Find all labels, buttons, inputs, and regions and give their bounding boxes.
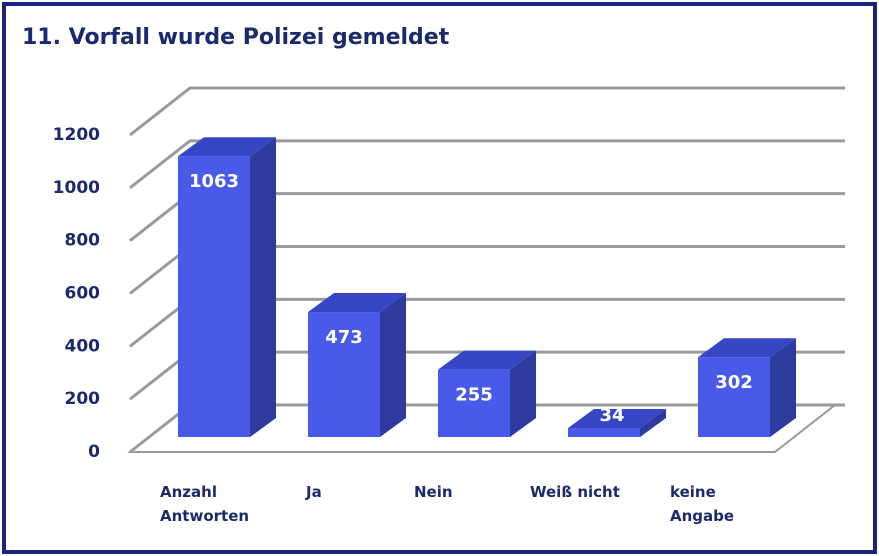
bar-side xyxy=(250,137,276,437)
value-label: 473 xyxy=(325,327,363,348)
bar xyxy=(698,357,770,437)
x-tick-label: Nein xyxy=(414,483,453,501)
bar-side xyxy=(380,293,406,437)
bar-top xyxy=(438,350,536,370)
bar-top xyxy=(698,338,796,358)
bar-top xyxy=(308,293,406,313)
bar-side xyxy=(640,409,666,437)
x-tick-label: Weiß nicht xyxy=(530,483,620,501)
y-tick-label: 1000 xyxy=(53,178,100,198)
y-tick-label: 200 xyxy=(65,389,101,409)
chart-title: 11. Vorfall wurde Polizei gemeldet xyxy=(22,25,450,50)
x-tick-label: Anzahl Antworten xyxy=(160,483,250,525)
bar xyxy=(568,428,640,437)
bar-top xyxy=(178,137,276,157)
grid-line xyxy=(129,139,845,190)
y-tick-label: 600 xyxy=(65,284,101,304)
grid-line xyxy=(129,86,845,137)
bar xyxy=(438,369,510,437)
y-tick-label: 1200 xyxy=(53,125,100,145)
x-tick-label: Ja xyxy=(306,483,322,501)
value-label: 34 xyxy=(599,405,624,426)
bar-top xyxy=(568,409,666,429)
value-label: 1063 xyxy=(189,171,239,192)
value-label: 302 xyxy=(715,372,753,393)
y-tick-label: 800 xyxy=(65,231,101,251)
bar-side xyxy=(510,350,536,437)
x-tick-label: keine Angabe xyxy=(670,483,735,525)
bar-side xyxy=(770,338,796,437)
bar xyxy=(178,156,250,437)
bar xyxy=(308,312,380,437)
y-tick-label: 0 xyxy=(88,442,100,462)
y-tick-label: 400 xyxy=(65,336,101,356)
value-label: 255 xyxy=(455,385,493,406)
